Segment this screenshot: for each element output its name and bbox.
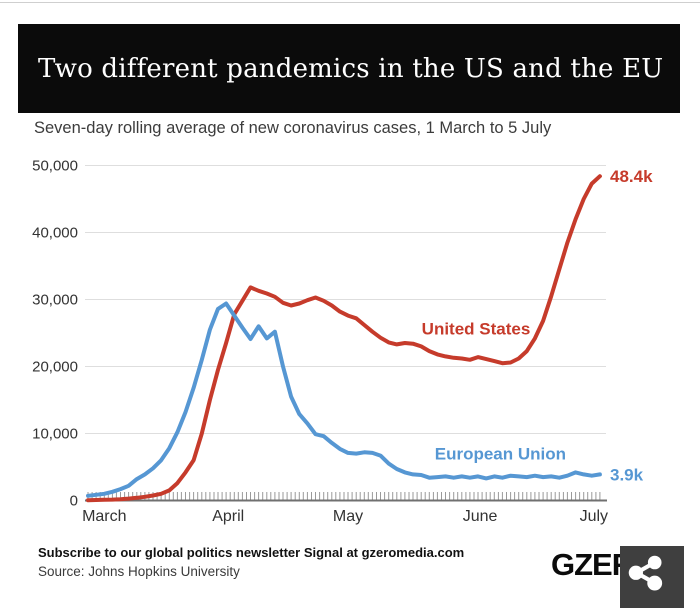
x-axis-month-label: July [580,508,608,525]
newsletter-note: Subscribe to our global politics newslet… [38,545,465,560]
title-banner: Two different pandemics in the US and th… [18,24,680,113]
y-axis-tick-label: 50,000 [32,158,78,175]
gzero-logo-square [620,546,684,608]
united-states-label: United States [422,319,531,338]
line-chart: 0 10,000 20,000 30,000 40,000 50,000 March Apri… [32,158,653,526]
x-axis-month-label: June [463,508,498,525]
european-union-label: European Union [435,445,566,464]
european-union-line [86,301,602,498]
x-axis-month-label: March [82,508,126,525]
x-axis-month-label: May [333,508,363,525]
share-icon [628,555,663,591]
source-credit: Source: Johns Hopkins University [38,564,240,579]
y-axis-tick-label: 20,000 [32,359,78,376]
y-axis-tick-label: 10,000 [32,426,78,443]
united-states-line [86,174,602,503]
y-axis-tick-label: 0 [70,493,78,510]
page-title: Two different pandemics in the US and th… [38,53,664,84]
y-axis-tick-label: 40,000 [32,225,78,242]
united-states-end-value: 48.4k [610,167,653,186]
chart-subtitle: Seven-day rolling average of new coronav… [34,119,552,137]
european-union-end-value: 3.9k [610,465,644,484]
x-axis-month-label: April [212,508,244,525]
y-axis-tick-label: 30,000 [32,292,78,309]
top-divider [0,2,700,3]
